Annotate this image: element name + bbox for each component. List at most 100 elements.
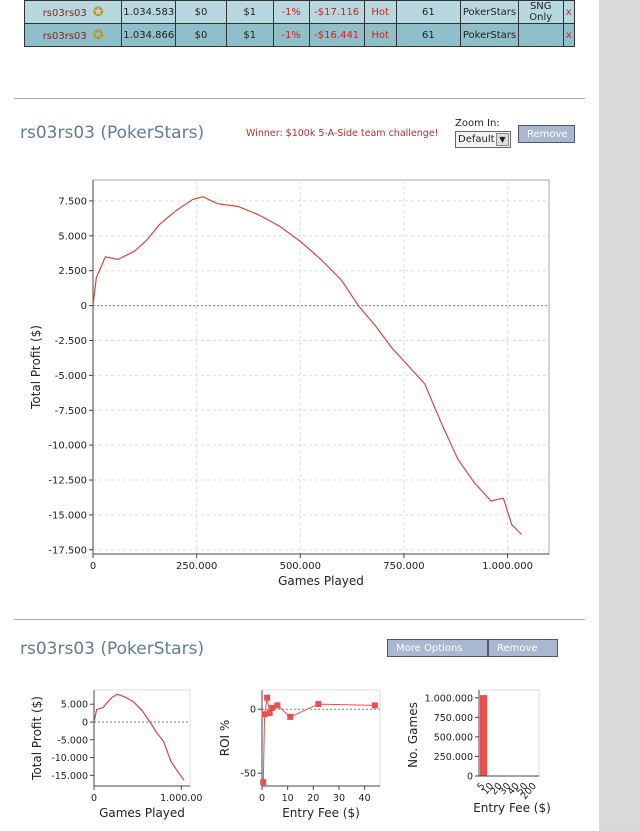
y-tick-label: -50 — [240, 769, 256, 780]
y-tick-label: -17.500 — [48, 545, 87, 556]
plot-area — [261, 689, 381, 787]
value-cell: $0 — [175, 23, 227, 47]
x-tick-label: 0 — [91, 793, 97, 804]
x-tick-label: 750.000 — [383, 561, 424, 572]
y-tick-label: -15.000 — [48, 510, 87, 521]
y-tick-label: 0 — [81, 301, 87, 312]
plot-area — [478, 689, 540, 777]
profit-cell: -$16.441 — [308, 23, 365, 47]
profit-cell: -$17.116 — [308, 0, 365, 24]
count-cell: 61 — [395, 0, 461, 24]
y-axis-label: Total Profit ($) — [30, 696, 44, 781]
y-tick-label: 5.000 — [58, 231, 87, 242]
player-link[interactable]: rs03rs03 — [42, 7, 87, 19]
y-tick-label: 2.500 — [58, 266, 87, 277]
x-axis-label: Games Played — [278, 574, 364, 588]
data-point — [264, 694, 271, 701]
section-divider — [14, 619, 585, 620]
data-point — [261, 711, 268, 718]
y-tick-label: -15.000 — [51, 771, 88, 782]
roi-cell: -1% — [272, 23, 310, 47]
winner-text: Winner: $100k 5-A-Side team challenge! — [246, 128, 439, 139]
data-point — [260, 779, 267, 786]
window-scrollbar-track[interactable] — [599, 0, 640, 831]
series-line — [92, 196, 523, 535]
y-axis-label: ROI % — [218, 720, 232, 757]
results-table: rs03rs03 ✪ 1.034.583 $0 $1 -1% -$17.116 H… — [23, 0, 575, 47]
y-tick-label: -10.000 — [48, 441, 87, 452]
y-tick-label: 5.000 — [61, 700, 88, 711]
x-tick-label: 30 — [333, 793, 345, 804]
plot-area — [92, 179, 550, 555]
network-cell: PokerStars — [459, 0, 519, 24]
count-cell: 61 — [395, 23, 461, 47]
table-row[interactable]: rs03rs03 ✪ 1.034.583 $0 $1 -1% -$17.116 H… — [23, 0, 575, 24]
more-options-button[interactable]: More Options — [387, 639, 488, 657]
player-name-cell[interactable]: rs03rs03 ✪ — [23, 0, 123, 24]
data-point — [274, 702, 281, 709]
remove-button[interactable]: Remove — [488, 639, 558, 657]
y-tick-label: 0 — [82, 718, 88, 729]
data-point — [266, 710, 273, 717]
zoom-select[interactable]: Default ▼ — [455, 131, 511, 148]
dropdown-arrow-icon[interactable]: ▼ — [496, 133, 509, 146]
status-cell: Hot — [363, 0, 397, 24]
section-divider — [14, 98, 585, 99]
y-tick-label: 0 — [250, 705, 256, 716]
y-tick-label: 250.000 — [434, 752, 473, 763]
remove-row-button[interactable]: x — [562, 0, 575, 24]
x-tick-label: 30 — [497, 781, 513, 797]
x-tick-label: 1.000.000 — [482, 561, 533, 572]
panel-title: rs03rs03 (PokerStars) — [20, 639, 205, 659]
y-tick-label: -12.500 — [48, 476, 87, 487]
zoom-select-value: Default — [458, 134, 495, 145]
x-axis-label: Entry Fee ($) — [282, 806, 360, 820]
data-point — [269, 704, 276, 711]
x-tick-label: 20 — [307, 793, 319, 804]
player-name-cell[interactable]: rs03rs03 ✪ — [23, 23, 123, 47]
y-tick-label: -2.500 — [55, 336, 87, 347]
data-point — [287, 713, 294, 720]
star-icon[interactable]: ✪ — [92, 27, 104, 43]
player-link[interactable]: rs03rs03 — [42, 30, 87, 42]
x-axis-label: Games Played — [99, 806, 185, 820]
series-line — [93, 693, 185, 781]
y-tick-label: 7.500 — [58, 196, 87, 207]
x-tick-label: 50 — [514, 781, 530, 797]
network-cell: PokerStars — [459, 23, 519, 47]
x-tick-label: 40 — [506, 781, 522, 797]
roi-cell: -1% — [272, 0, 310, 24]
y-tick-label: 1.000.000 — [425, 693, 473, 704]
y-tick-label: -7.500 — [55, 406, 87, 417]
star-icon[interactable]: ✪ — [92, 4, 104, 20]
x-tick-label: 0 — [90, 561, 96, 572]
games-cell: 1.034.866 — [121, 23, 177, 47]
panel-title: rs03rs03 (PokerStars) — [20, 123, 205, 143]
x-tick-label: 10 — [480, 781, 496, 797]
y-tick-label: -5.000 — [55, 371, 87, 382]
value-cell: $1 — [225, 0, 274, 24]
x-tick-label: 20 — [489, 781, 505, 797]
remove-row-button[interactable]: x — [562, 23, 575, 47]
x-tick-label: 1.000.00 — [160, 793, 202, 804]
y-tick-label: 0 — [467, 772, 473, 783]
remove-button[interactable]: Remove — [518, 125, 575, 143]
type-cell — [517, 23, 564, 47]
x-axis-label: Entry Fee ($) — [473, 801, 551, 815]
x-tick-label: 5 — [475, 781, 487, 793]
y-tick-label: -10.000 — [51, 753, 88, 764]
y-tick-label: 500.000 — [434, 732, 473, 743]
games-cell: 1.034.583 — [121, 0, 177, 24]
x-tick-label: 200 — [519, 781, 539, 802]
value-cell: $0 — [175, 0, 227, 24]
x-tick-label: 250.000 — [176, 561, 217, 572]
plot-area — [93, 689, 191, 787]
data-point — [315, 701, 322, 708]
bar — [480, 695, 488, 776]
series-line — [262, 697, 375, 783]
y-tick-label: -5.000 — [57, 735, 88, 746]
data-point — [371, 702, 378, 709]
zoom-label: Zoom In: — [455, 118, 500, 129]
table-row[interactable]: rs03rs03 ✪ 1.034.866 $0 $1 -1% -$16.441 H… — [23, 23, 575, 47]
y-axis-label: Total Profit ($) — [29, 325, 43, 410]
